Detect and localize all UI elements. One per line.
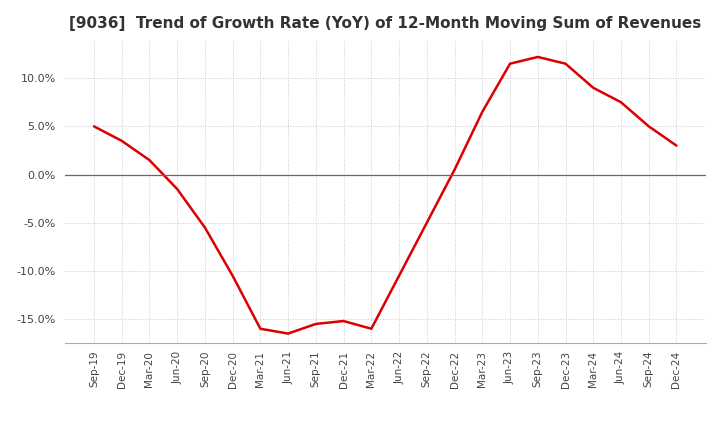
Title: [9036]  Trend of Growth Rate (YoY) of 12-Month Moving Sum of Revenues: [9036] Trend of Growth Rate (YoY) of 12-…	[69, 16, 701, 32]
